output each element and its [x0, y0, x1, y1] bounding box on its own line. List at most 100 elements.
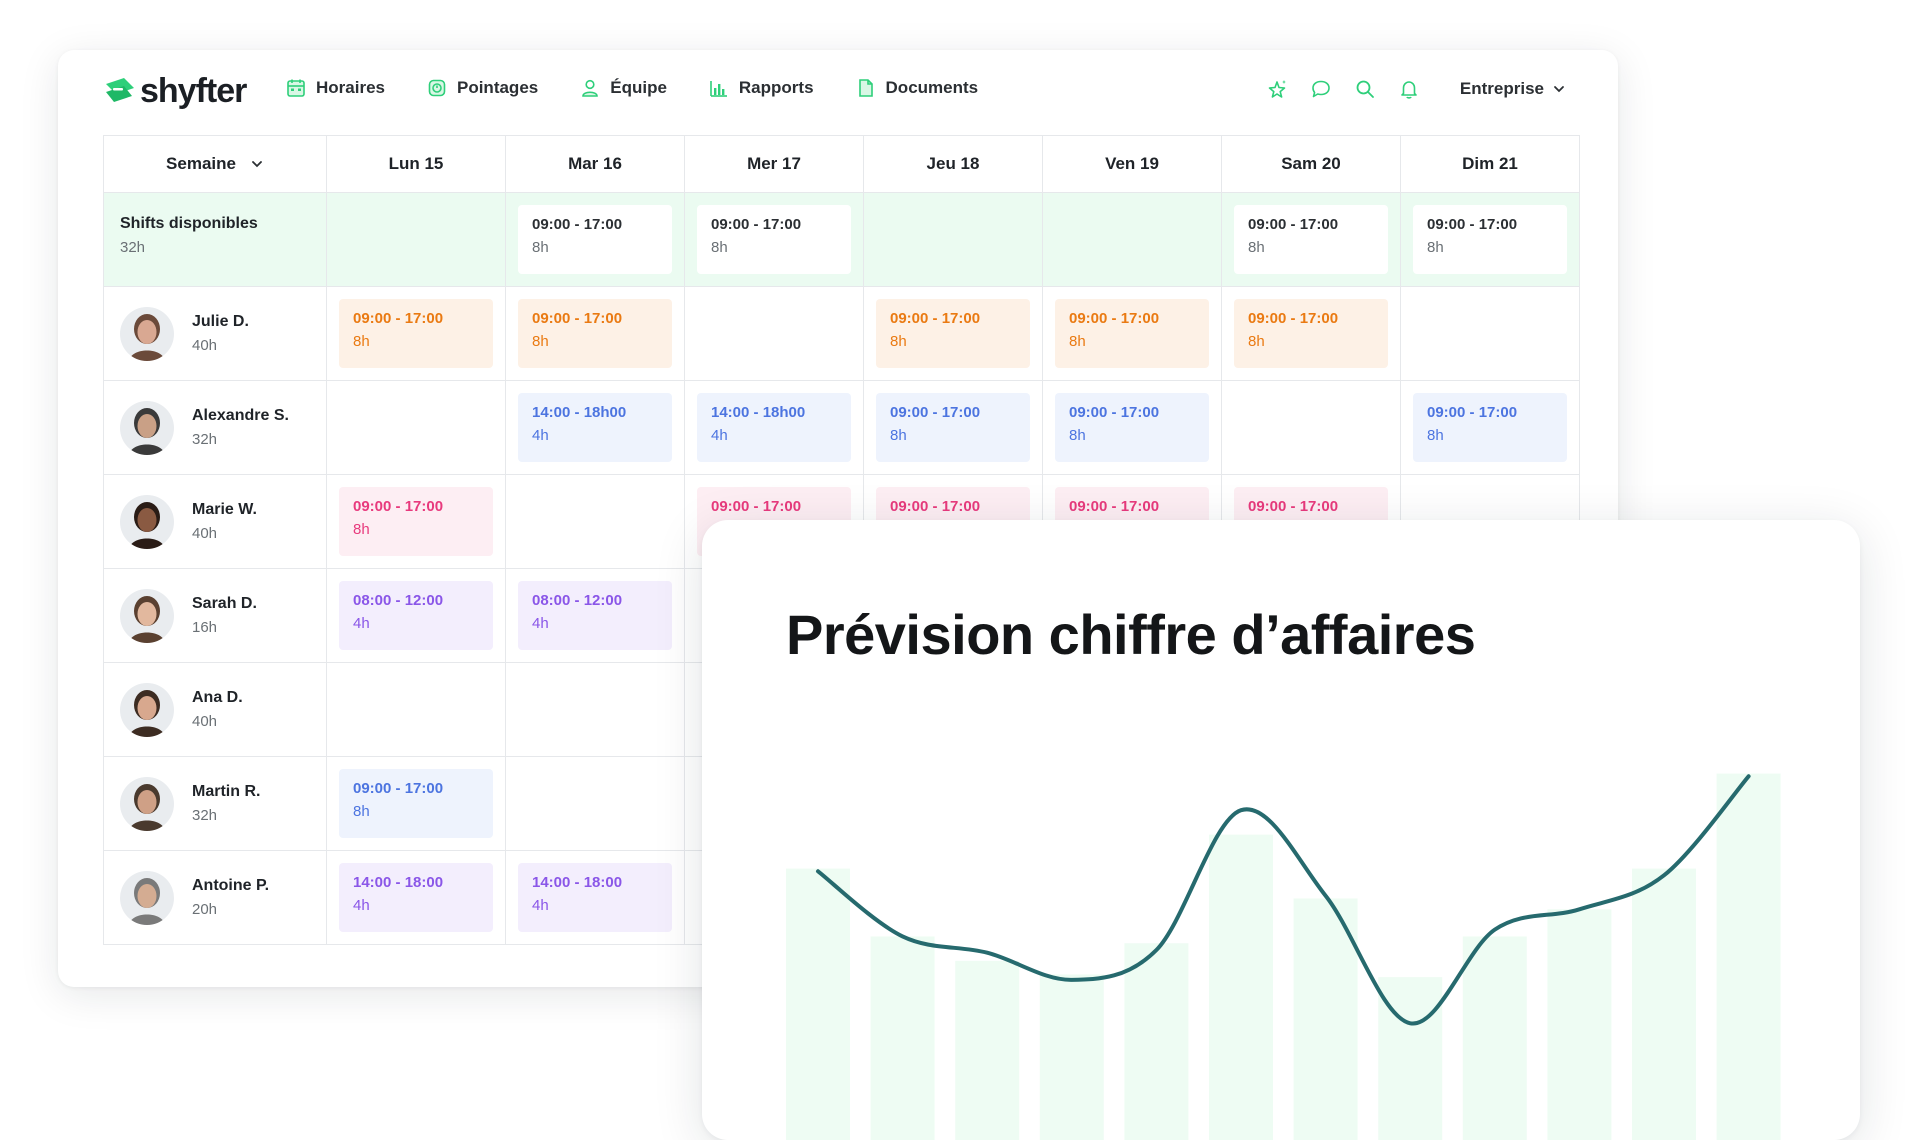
- schedule-cell[interactable]: [1401, 287, 1580, 381]
- schedule-cell[interactable]: 09:00 - 17:00 8h: [1043, 381, 1222, 475]
- day-header[interactable]: Mer 17: [685, 136, 864, 193]
- nav-item-documents[interactable]: Documents: [856, 78, 979, 98]
- shift-card[interactable]: 14:00 - 18h00 4h: [697, 393, 851, 462]
- shift-card[interactable]: 14:00 - 18h00 4h: [518, 393, 672, 462]
- schedule-cell[interactable]: [506, 757, 685, 851]
- bell-icon[interactable]: [1398, 78, 1420, 100]
- shift-card[interactable]: 09:00 - 17:00 8h: [876, 393, 1030, 462]
- shift-card[interactable]: 09:00 - 17:00 8h: [339, 299, 493, 368]
- nav-item-rapports[interactable]: Rapports: [709, 78, 814, 98]
- available-shift-cell[interactable]: 09:00 - 17:00 8h: [506, 193, 685, 287]
- nav-item-pointages[interactable]: Pointages: [427, 78, 538, 98]
- shift-card[interactable]: 09:00 - 17:00 8h: [339, 769, 493, 838]
- available-shift-card[interactable]: 09:00 - 17:00 8h: [697, 205, 851, 274]
- nav-item-horaires[interactable]: Horaires: [286, 78, 385, 98]
- available-shift-cell[interactable]: [864, 193, 1043, 287]
- schedule-cell[interactable]: 09:00 - 17:00 8h: [864, 287, 1043, 381]
- shift-card[interactable]: 14:00 - 18:00 4h: [518, 863, 672, 932]
- available-shift-card[interactable]: 09:00 - 17:00 8h: [1234, 205, 1388, 274]
- chat-bubble-icon[interactable]: [1310, 78, 1332, 100]
- available-shift-cell[interactable]: [1043, 193, 1222, 287]
- employee-info: Julie D. 40h: [192, 313, 249, 354]
- available-shift-card[interactable]: 09:00 - 17:00 8h: [1413, 205, 1567, 274]
- day-header[interactable]: Jeu 18: [864, 136, 1043, 193]
- shift-duration: 4h: [353, 615, 370, 632]
- shift-card[interactable]: 14:00 - 18:00 4h: [339, 863, 493, 932]
- shift-time: 09:00 - 17:00: [1248, 310, 1339, 327]
- shift-time: 09:00 - 17:00: [353, 498, 444, 515]
- employee-info: Martin R. 32h: [192, 783, 260, 824]
- day-header[interactable]: Mar 16: [506, 136, 685, 193]
- shift-card[interactable]: 08:00 - 12:00 4h: [518, 581, 672, 650]
- shift-card[interactable]: 09:00 - 17:00 8h: [339, 487, 493, 556]
- available-shift-card[interactable]: 09:00 - 17:00 8h: [518, 205, 672, 274]
- search-icon[interactable]: [1354, 78, 1376, 100]
- schedule-cell[interactable]: [506, 475, 685, 569]
- schedule-cell[interactable]: 09:00 - 17:00 8h: [1043, 287, 1222, 381]
- day-header[interactable]: Lun 15: [327, 136, 506, 193]
- day-header[interactable]: Ven 19: [1043, 136, 1222, 193]
- shift-time: 14:00 - 18h00: [711, 404, 806, 421]
- employee-cell[interactable]: Sarah D. 16h: [104, 569, 327, 663]
- schedule-cell[interactable]: 14:00 - 18h00 4h: [685, 381, 864, 475]
- shift-time: 14:00 - 18:00: [532, 874, 623, 891]
- schedule-cell[interactable]: [1222, 381, 1401, 475]
- schedule-cell[interactable]: 08:00 - 12:00 4h: [506, 569, 685, 663]
- shift-card[interactable]: 09:00 - 17:00 8h: [876, 299, 1030, 368]
- schedule-cell[interactable]: 14:00 - 18:00 4h: [327, 851, 506, 945]
- schedule-cell[interactable]: 09:00 - 17:00 8h: [327, 757, 506, 851]
- week-selector[interactable]: Semaine: [166, 154, 264, 174]
- avatar: [120, 682, 174, 737]
- shift-card[interactable]: 09:00 - 17:00 8h: [1413, 393, 1567, 462]
- shift-card[interactable]: 09:00 - 17:00 8h: [1055, 299, 1209, 368]
- schedule-cell[interactable]: [327, 381, 506, 475]
- schedule-cell[interactable]: 14:00 - 18h00 4h: [506, 381, 685, 475]
- schedule-cell[interactable]: [685, 287, 864, 381]
- employee-cell[interactable]: Alexandre S. 32h: [104, 381, 327, 475]
- shift-duration: 4h: [532, 427, 549, 444]
- employee-name: Sarah D.: [192, 595, 257, 612]
- forecast-bar: [1716, 773, 1781, 1140]
- shift-time: 09:00 - 17:00: [1427, 216, 1518, 233]
- day-header[interactable]: Dim 21: [1401, 136, 1580, 193]
- shyfter-logo[interactable]: shyfter: [102, 72, 247, 111]
- shift-card[interactable]: 09:00 - 17:00 8h: [1055, 393, 1209, 462]
- shift-duration: 4h: [532, 615, 549, 632]
- schedule-cell[interactable]: 09:00 - 17:00 8h: [327, 475, 506, 569]
- available-shift-cell[interactable]: 09:00 - 17:00 8h: [1222, 193, 1401, 287]
- company-selector[interactable]: Entreprise: [1460, 79, 1566, 99]
- shift-time: 09:00 - 17:00: [890, 404, 981, 421]
- shift-card[interactable]: 09:00 - 17:00 8h: [1234, 299, 1388, 368]
- employee-cell[interactable]: Marie W. 40h: [104, 475, 327, 569]
- nav-item-equipe[interactable]: Équipe: [580, 78, 667, 98]
- shift-card[interactable]: 08:00 - 12:00 4h: [339, 581, 493, 650]
- day-header[interactable]: Sam 20: [1222, 136, 1401, 193]
- available-shift-cell[interactable]: 09:00 - 17:00 8h: [685, 193, 864, 287]
- available-shift-cell[interactable]: [327, 193, 506, 287]
- shift-card[interactable]: 09:00 - 17:00 8h: [518, 299, 672, 368]
- employee-cell[interactable]: Martin R. 32h: [104, 757, 327, 851]
- sparkle-star-icon[interactable]: [1266, 78, 1288, 100]
- nav-label: Documents: [885, 78, 979, 97]
- employee-hours: 16h: [192, 619, 218, 636]
- schedule-cell[interactable]: 09:00 - 17:00 8h: [1401, 381, 1580, 475]
- employee-cell[interactable]: Antoine P. 20h: [104, 851, 327, 945]
- available-shift-cell[interactable]: 09:00 - 17:00 8h: [1401, 193, 1580, 287]
- forecast-bar: [870, 936, 935, 1140]
- schedule-cell[interactable]: 08:00 - 12:00 4h: [327, 569, 506, 663]
- employee-info: Alexandre S. 32h: [192, 407, 289, 448]
- employee-cell[interactable]: Julie D. 40h: [104, 287, 327, 381]
- schedule-cell[interactable]: 09:00 - 17:00 8h: [327, 287, 506, 381]
- shift-duration: 4h: [353, 897, 370, 914]
- schedule-cell[interactable]: 14:00 - 18:00 4h: [506, 851, 685, 945]
- schedule-cell[interactable]: [327, 663, 506, 757]
- employee-cell[interactable]: Ana D. 40h: [104, 663, 327, 757]
- avatar: [120, 494, 174, 549]
- schedule-cell[interactable]: 09:00 - 17:00 8h: [1222, 287, 1401, 381]
- forecast-bar: [955, 960, 1020, 1140]
- nav-label: Équipe: [610, 78, 667, 97]
- schedule-cell[interactable]: [506, 663, 685, 757]
- schedule-cell[interactable]: 09:00 - 17:00 8h: [864, 381, 1043, 475]
- schedule-cell[interactable]: 09:00 - 17:00 8h: [506, 287, 685, 381]
- available-shifts-title: Shifts disponibles: [120, 215, 258, 232]
